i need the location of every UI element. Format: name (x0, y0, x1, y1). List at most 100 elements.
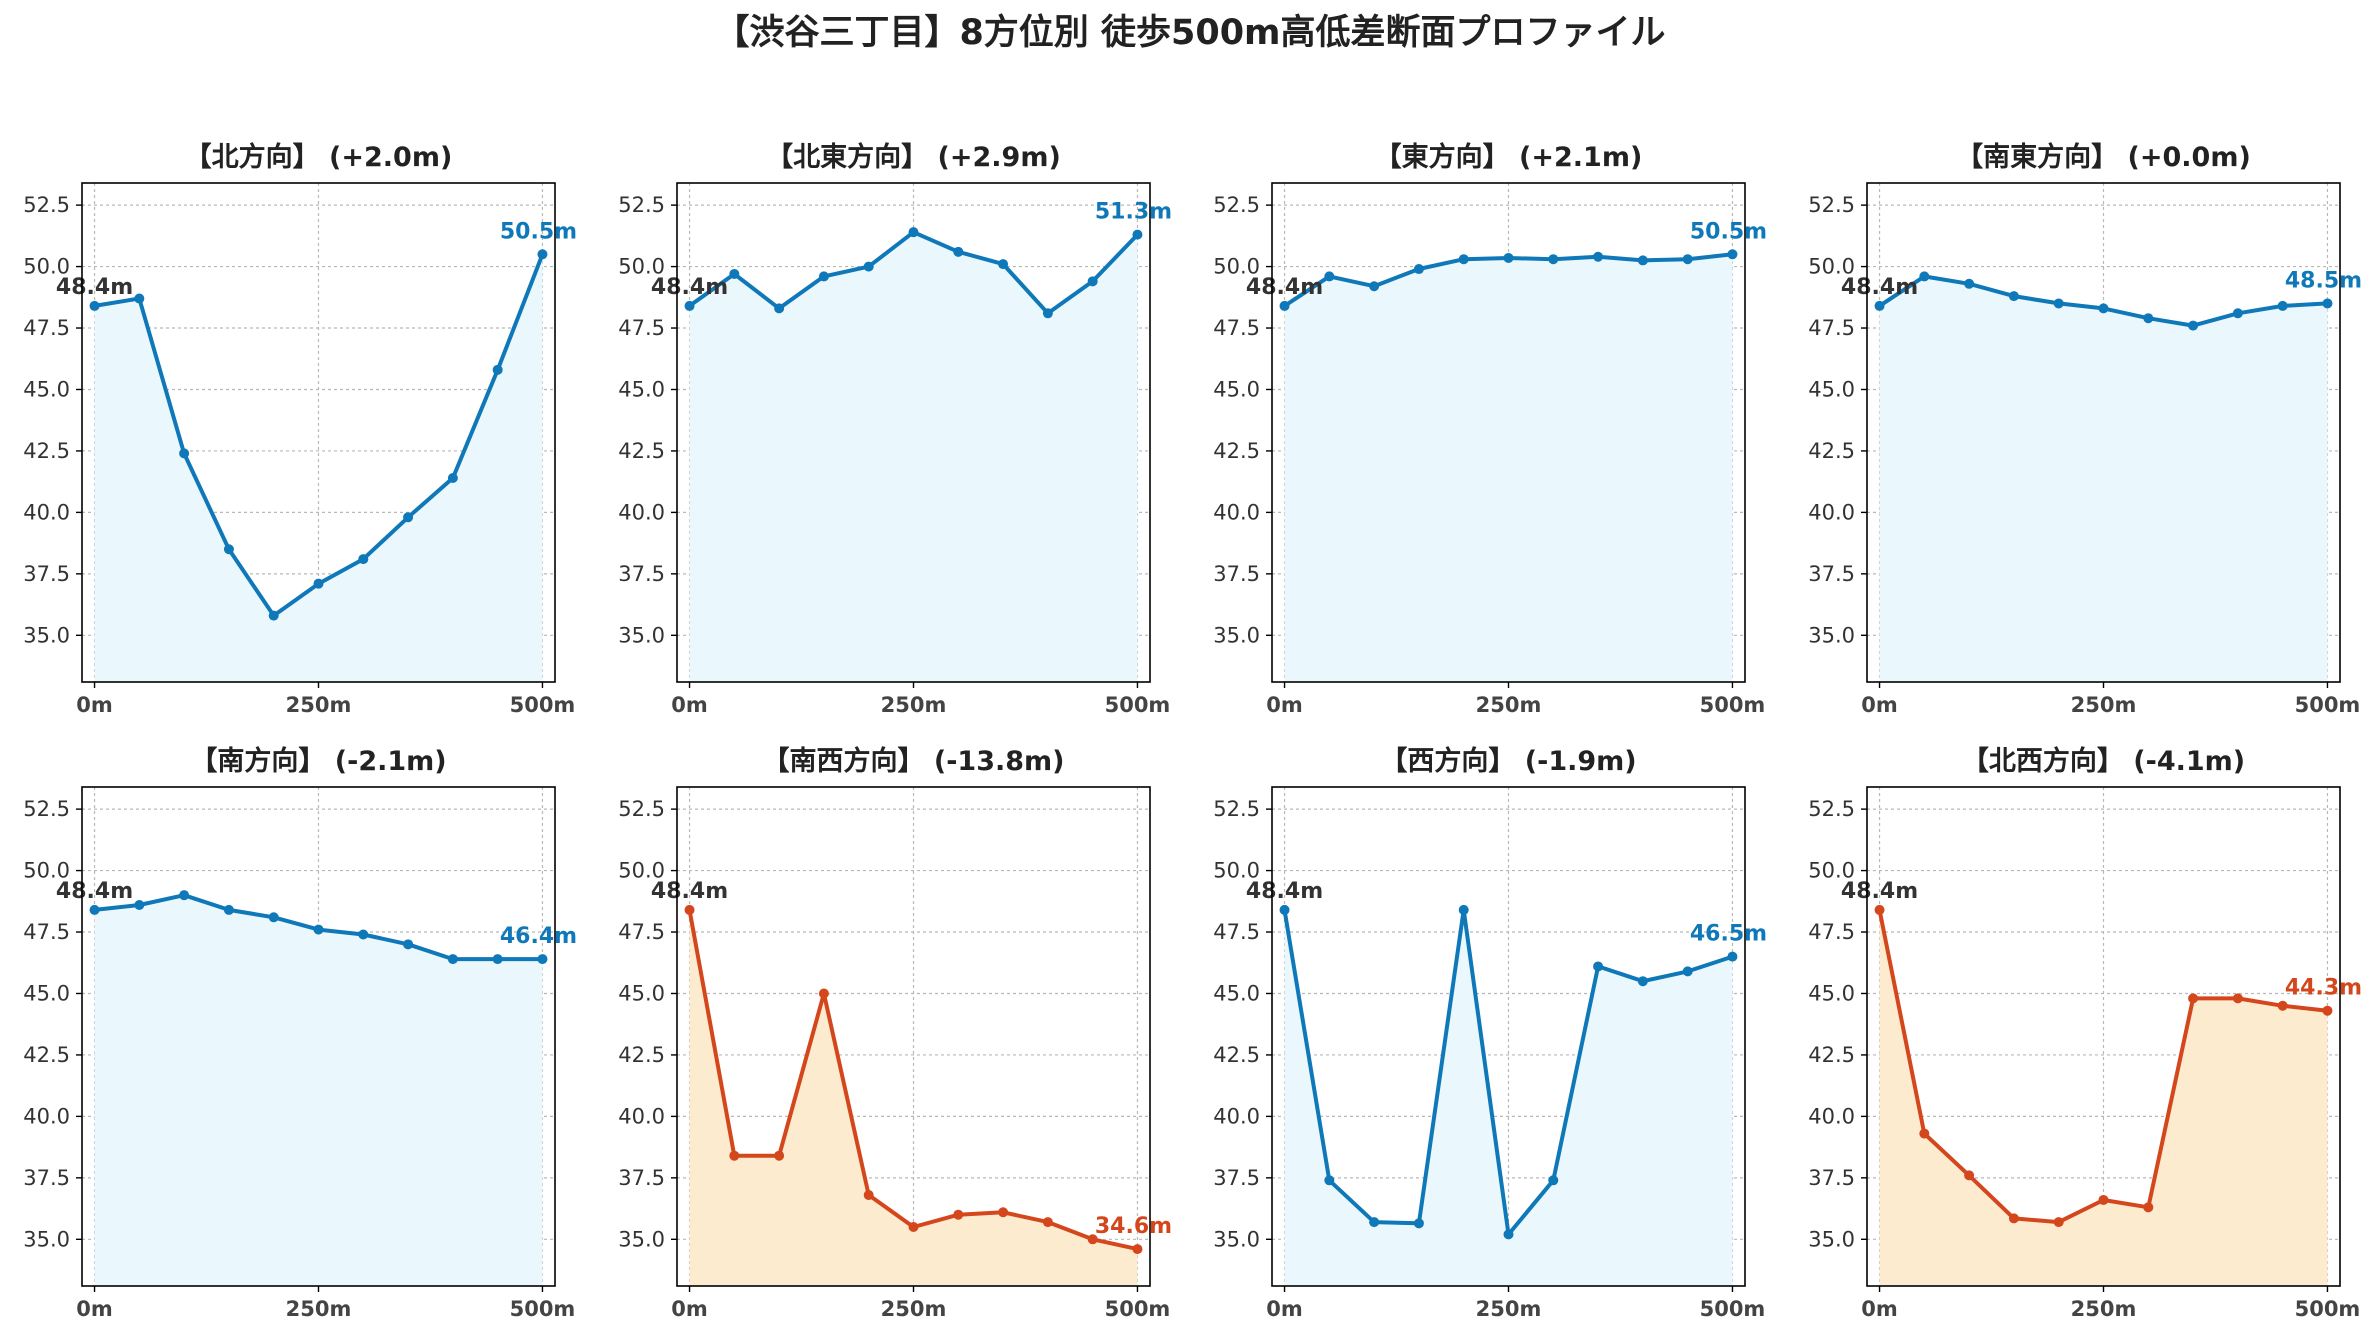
data-point (729, 268, 740, 279)
x-tick-label: 500m (510, 693, 576, 717)
data-point (358, 554, 369, 565)
y-tick-label: 47.5 (23, 316, 70, 340)
end-elevation-label: 44.3m (2285, 976, 2362, 1001)
y-tick-label: 52.5 (1213, 193, 1260, 217)
data-point (2008, 1213, 2019, 1224)
data-point (863, 1190, 874, 1201)
y-tick-label: 35.0 (618, 1227, 665, 1251)
y-tick-label: 35.0 (1808, 623, 1855, 647)
data-point (1042, 1217, 1053, 1228)
y-tick-label: 42.5 (1213, 1043, 1260, 1067)
data-point (684, 904, 695, 915)
data-point (1324, 1175, 1335, 1186)
panel-title: 【南東方向】 (+0.0m) (1956, 141, 2251, 173)
y-tick-label: 35.0 (1808, 1227, 1855, 1251)
data-point (313, 578, 324, 589)
y-tick-label: 52.5 (1213, 797, 1260, 821)
data-point (1369, 281, 1380, 292)
y-tick-label: 35.0 (1213, 1227, 1260, 1251)
data-point (2232, 993, 2243, 1004)
x-tick-label: 0m (1266, 693, 1303, 717)
y-tick-label: 37.5 (1213, 1166, 1260, 1190)
data-point (1919, 1128, 1930, 1139)
x-tick-label: 0m (76, 1297, 113, 1321)
data-point (268, 912, 279, 923)
y-tick-label: 37.5 (618, 1166, 665, 1190)
data-point (1637, 255, 1648, 266)
start-elevation-label: 48.4m (651, 879, 728, 904)
x-tick-label: 0m (671, 1297, 708, 1321)
data-point (1279, 300, 1290, 311)
figure-title: 【渋谷三丁目】8方位別 徒歩500m高低差断面プロファイル (714, 13, 1665, 53)
data-point (1503, 252, 1514, 263)
data-point (2008, 291, 2019, 302)
panel-title: 【西方向】 (-1.9m) (1380, 745, 1636, 777)
profile-area (1879, 276, 2328, 682)
y-tick-label: 50.0 (1213, 255, 1260, 279)
start-elevation-label: 48.4m (56, 275, 133, 300)
end-elevation-label: 46.4m (500, 924, 577, 949)
data-point (1324, 271, 1335, 282)
data-point (2277, 1000, 2288, 1011)
data-point (1682, 254, 1693, 265)
data-point (1548, 1175, 1559, 1186)
y-tick-label: 40.0 (618, 1104, 665, 1128)
x-tick-label: 0m (671, 693, 708, 717)
data-point (684, 300, 695, 311)
x-tick-label: 0m (76, 693, 113, 717)
data-point (89, 904, 100, 915)
y-tick-label: 40.0 (23, 500, 70, 524)
end-elevation-label: 34.6m (1095, 1214, 1172, 1239)
y-tick-label: 42.5 (1213, 439, 1260, 463)
y-tick-label: 37.5 (23, 562, 70, 586)
start-elevation-label: 48.4m (56, 879, 133, 904)
profile-panel-0: 【北方向】 (+2.0m) 35.0 37.5 40.0 42.5 45.0 47.5 50.… (23, 141, 577, 717)
start-elevation-label: 48.4m (651, 275, 728, 300)
y-tick-label: 50.0 (23, 255, 70, 279)
y-tick-label: 45.0 (1808, 377, 1855, 401)
data-point (908, 1222, 919, 1233)
data-point (2053, 298, 2064, 309)
x-tick-label: 500m (1700, 1297, 1766, 1321)
data-point (1593, 251, 1604, 262)
data-point (774, 303, 785, 314)
y-tick-label: 50.0 (618, 859, 665, 883)
end-elevation-label: 46.5m (1690, 922, 1767, 947)
x-tick-label: 250m (286, 1297, 352, 1321)
y-tick-label: 45.0 (618, 377, 665, 401)
data-point (1682, 966, 1693, 977)
data-point (2277, 300, 2288, 311)
x-tick-label: 0m (1861, 693, 1898, 717)
y-tick-label: 37.5 (1808, 1166, 1855, 1190)
data-point (1964, 278, 1975, 289)
data-point (537, 954, 548, 965)
x-tick-label: 250m (881, 693, 947, 717)
y-tick-label: 37.5 (1213, 562, 1260, 586)
panel-title: 【北方向】 (+2.0m) (185, 141, 453, 173)
y-tick-label: 47.5 (618, 920, 665, 944)
data-point (818, 271, 829, 282)
data-point (89, 300, 100, 311)
profile-area (94, 895, 543, 1286)
panel-title: 【南方向】 (-2.1m) (190, 745, 446, 777)
end-elevation-label: 50.5m (1690, 219, 1767, 244)
data-point (1369, 1217, 1380, 1228)
y-tick-label: 52.5 (23, 193, 70, 217)
y-tick-label: 50.0 (1213, 859, 1260, 883)
data-point (1458, 904, 1469, 915)
x-tick-label: 250m (1476, 693, 1542, 717)
data-point (1727, 249, 1738, 260)
data-point (998, 259, 1009, 270)
data-point (908, 227, 919, 238)
data-point (268, 610, 279, 621)
y-tick-label: 42.5 (23, 439, 70, 463)
end-elevation-label: 50.5m (500, 219, 577, 244)
y-tick-label: 40.0 (1808, 1104, 1855, 1128)
data-point (1132, 1244, 1143, 1255)
y-tick-label: 50.0 (23, 859, 70, 883)
y-tick-label: 52.5 (618, 193, 665, 217)
data-point (1458, 254, 1469, 265)
y-tick-label: 47.5 (1808, 920, 1855, 944)
y-tick-label: 42.5 (618, 439, 665, 463)
y-tick-label: 52.5 (23, 797, 70, 821)
